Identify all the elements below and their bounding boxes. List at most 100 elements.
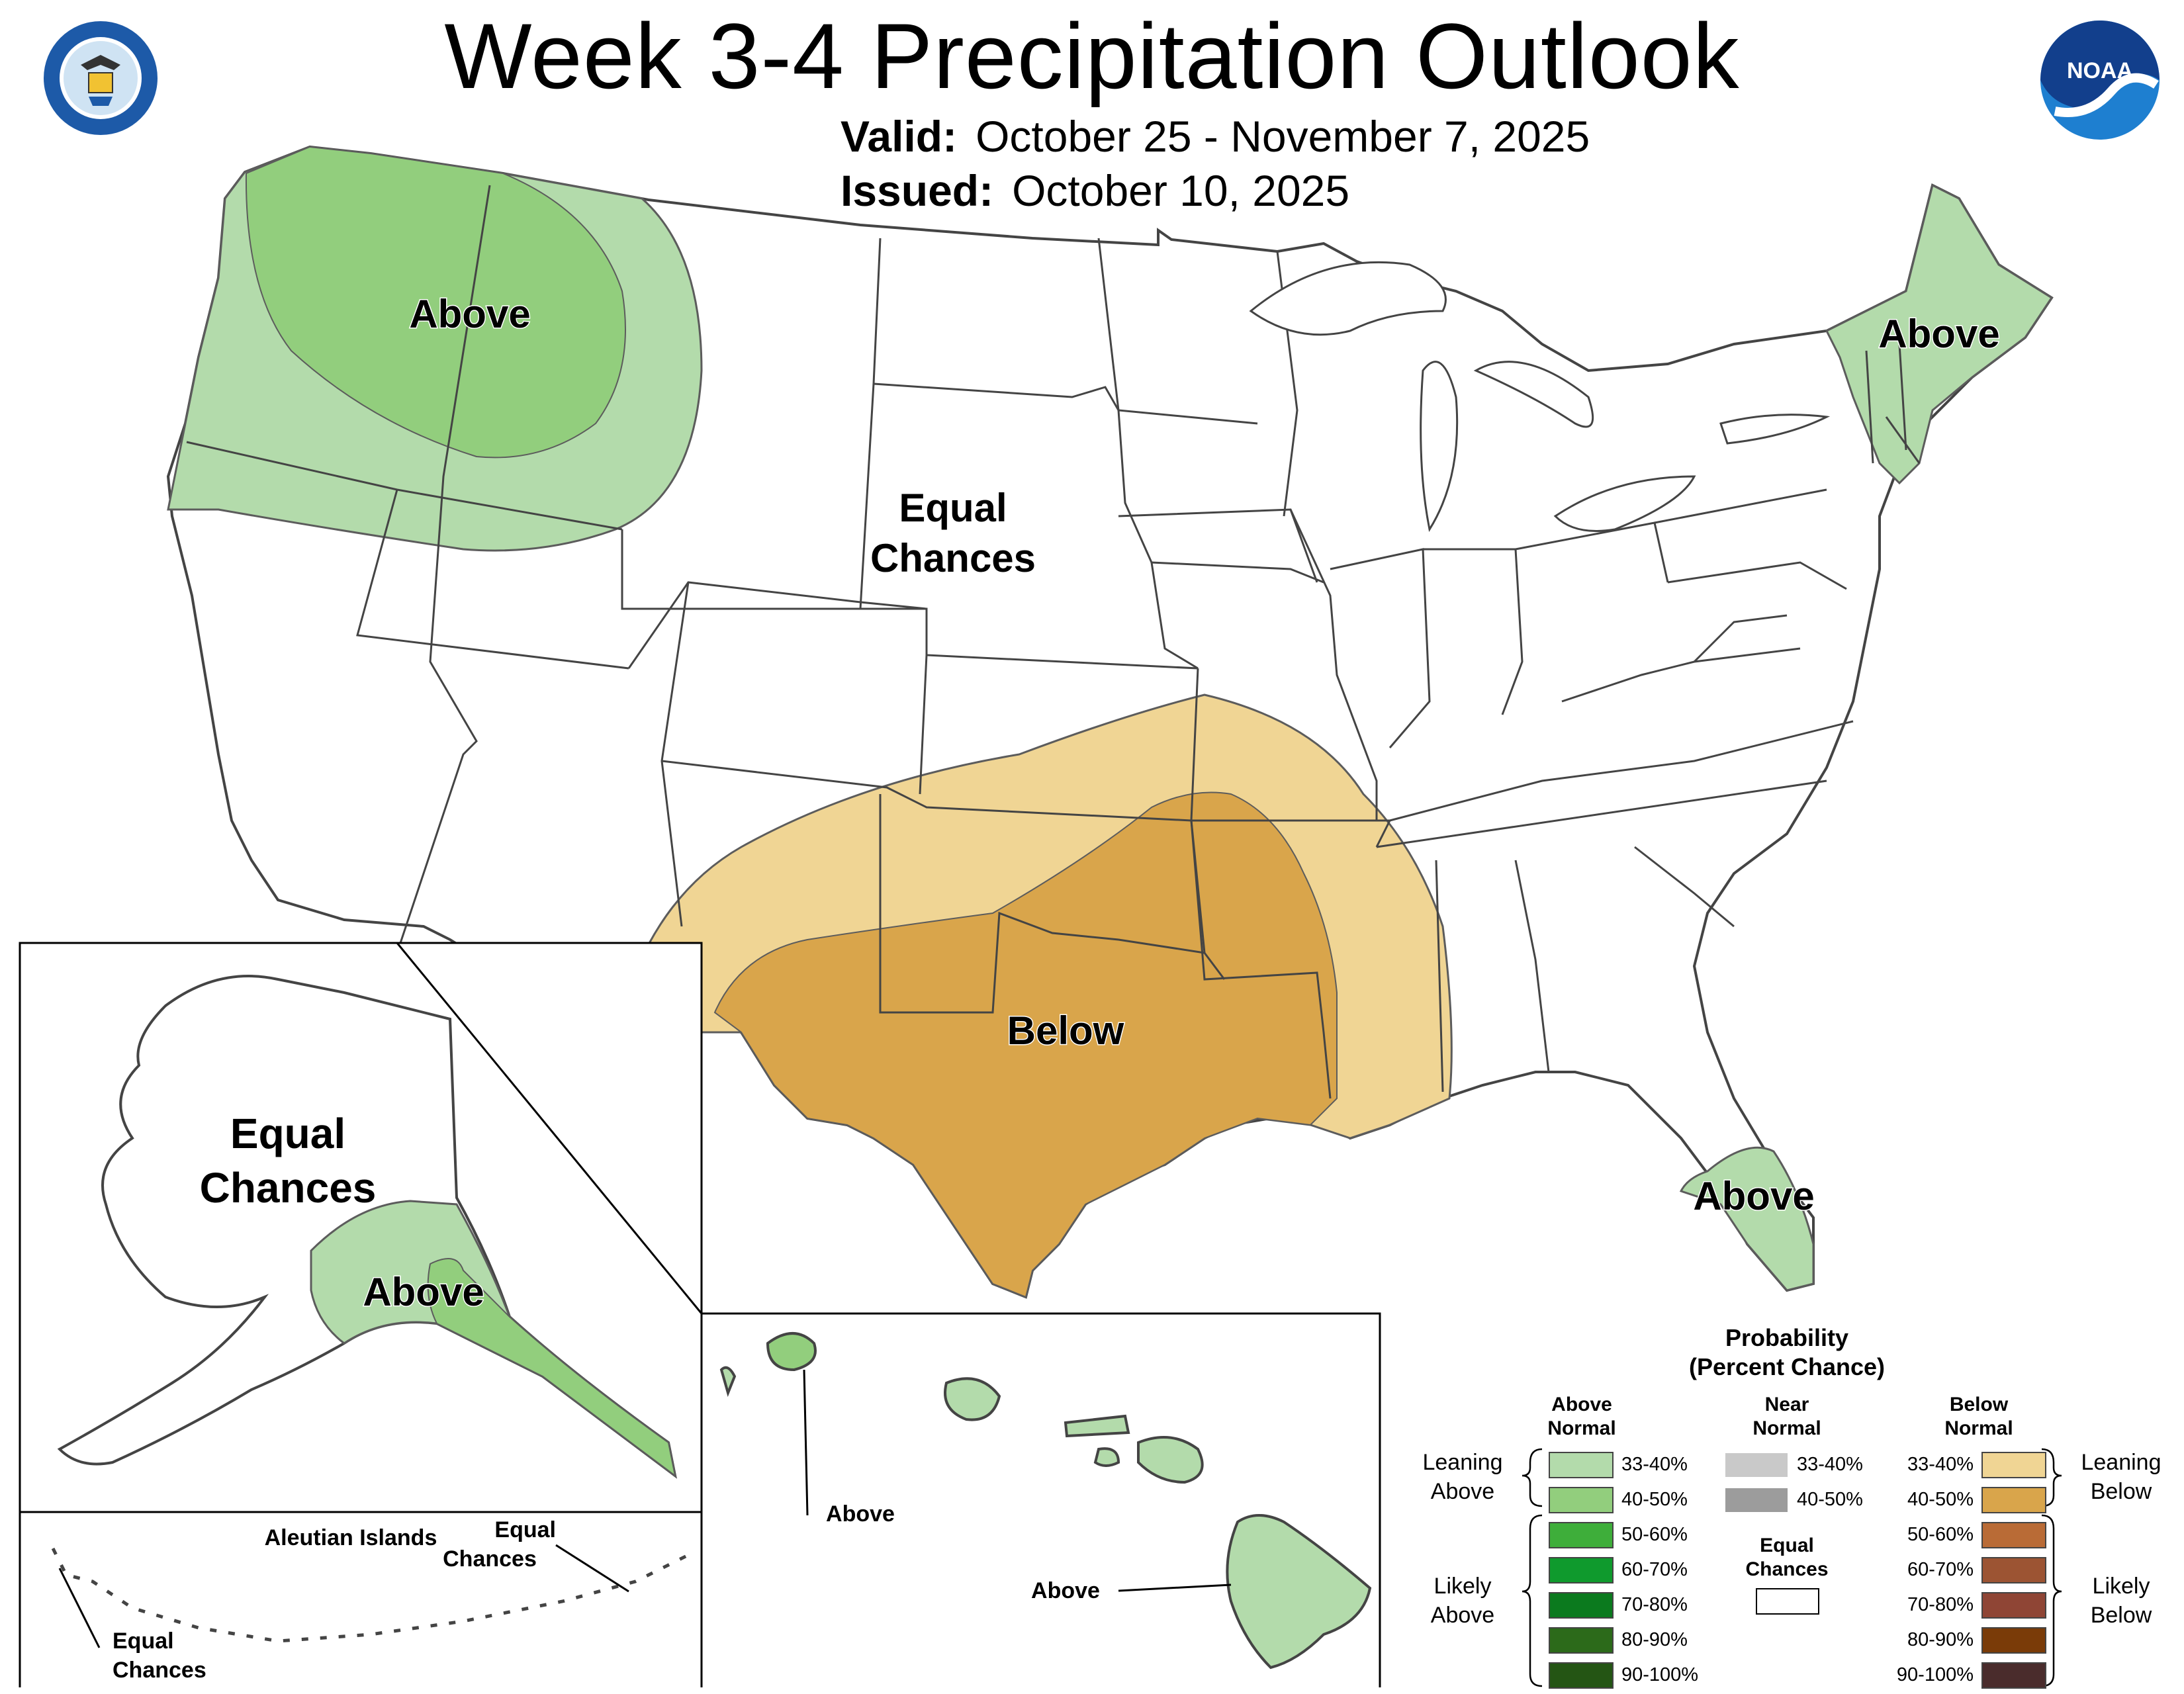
great-lakes	[1249, 261, 1831, 533]
legend-below-label: 60-70%	[1907, 1559, 1974, 1580]
label-aleutian-title: Aleutian Islands	[264, 1525, 437, 1550]
legend-near-list: 33-40% 40-50%	[1724, 1447, 1863, 1517]
valid-line: Valid: October 25 - November 7, 2025	[841, 111, 1590, 161]
label-aleutian-east-line1: Equal	[494, 1517, 556, 1542]
niihau-island	[719, 1366, 737, 1398]
legend-leaning-below-line1: Leaning	[2081, 1450, 2161, 1475]
legend-below-header-line2: Normal	[1944, 1417, 2013, 1439]
legend-below-row: 80-90%	[1894, 1623, 2046, 1658]
legend-swatch	[1981, 1451, 2046, 1478]
kauai-island	[766, 1332, 817, 1372]
legend-above-row: 70-80%	[1549, 1587, 1698, 1623]
label-nw-above: Above	[408, 291, 531, 337]
legend-above-label: 90-100%	[1621, 1664, 1699, 1685]
legend-swatch	[1981, 1486, 2046, 1513]
legend-above-label: 50-60%	[1621, 1524, 1688, 1545]
issued-value: October 10, 2025	[1012, 166, 1350, 215]
legend-near-header: Near Normal	[1734, 1393, 1840, 1441]
south-below-40-50-area	[713, 791, 1338, 1298]
legend-leaning-above-line2: Above	[1430, 1479, 1495, 1504]
fl-leaning-above-area	[1679, 1146, 1815, 1292]
label-aleutian-west-line2: Chances	[113, 1658, 206, 1683]
legend-swatch	[1981, 1627, 2046, 1654]
legend-near-header-line2: Normal	[1752, 1417, 1821, 1439]
legend-swatch	[1981, 1521, 2046, 1548]
legend-swatch	[1549, 1662, 1614, 1689]
legend-above-row: 80-90%	[1549, 1623, 1698, 1658]
legend-above-label: 70-80%	[1621, 1594, 1688, 1615]
label-ak-equal-line2: Chances	[199, 1164, 377, 1212]
legend-equal-swatch	[1756, 1588, 1819, 1615]
label-ak-equal: Equal Chances	[179, 1106, 397, 1215]
legend-below-row: 70-80%	[1894, 1587, 2046, 1623]
page-title: Week 3-4 Precipitation Outlook	[444, 4, 1740, 108]
legend-below-label: 50-60%	[1907, 1524, 1974, 1545]
issued-label: Issued:	[841, 166, 994, 215]
legend-swatch	[1549, 1591, 1614, 1619]
legend-below-label: 90-100%	[1896, 1664, 1974, 1685]
label-central-equal-line2: Chances	[869, 535, 1036, 582]
legend-near-row: 33-40%	[1724, 1447, 1863, 1482]
legend-equal-chances-line2: Chances	[1745, 1558, 1829, 1580]
legend-swatch	[1724, 1451, 1789, 1478]
legend-below-row: 33-40%	[1894, 1447, 2046, 1482]
legend-above-row: 90-100%	[1549, 1658, 1698, 1693]
legend-above-header: Above Normal	[1529, 1393, 1635, 1441]
legend-near-label: 40-50%	[1797, 1489, 1863, 1510]
legend-swatch	[1981, 1662, 2046, 1689]
noaa-logo-text: NOAA	[2067, 58, 2133, 83]
molokai-island	[1064, 1414, 1130, 1438]
issued-line: Issued: October 10, 2025	[841, 165, 1349, 216]
legend-right-braces	[2041, 1448, 2062, 1687]
legend-below-header-line1: Below	[1949, 1394, 2009, 1415]
legend-below-row: 60-70%	[1894, 1552, 2046, 1587]
hawaii-big-island	[1226, 1514, 1372, 1670]
legend-likely-above: Likely Above	[1410, 1572, 1516, 1630]
legend-leaning-above-line1: Leaning	[1422, 1450, 1503, 1475]
label-ak-above: Above	[362, 1269, 485, 1315]
valid-label: Valid:	[841, 112, 958, 161]
legend-swatch	[1549, 1627, 1614, 1654]
legend-above-row: 33-40%	[1549, 1447, 1698, 1482]
legend-above-list: 33-40% 40-50% 50-60% 60-70% 70-80% 80-90…	[1549, 1447, 1698, 1693]
legend-leaning-above: Leaning Above	[1410, 1448, 1516, 1506]
legend-near-label: 33-40%	[1797, 1454, 1863, 1475]
legend-above-row: 40-50%	[1549, 1482, 1698, 1517]
legend-likely-above-line1: Likely	[1433, 1574, 1492, 1599]
alaska-above-40-50-area	[427, 1258, 676, 1478]
legend-swatch	[1981, 1591, 2046, 1619]
legend-below-label: 33-40%	[1907, 1454, 1974, 1475]
legend-below-label: 70-80%	[1907, 1594, 1974, 1615]
legend-swatch	[1549, 1556, 1614, 1583]
legend-left-braces	[1522, 1448, 1543, 1687]
label-ak-equal-line1: Equal	[230, 1110, 346, 1157]
legend-swatch	[1549, 1486, 1614, 1513]
legend-likely-below-line1: Likely	[2092, 1574, 2150, 1599]
legend-below-label: 80-90%	[1907, 1629, 1974, 1650]
alaska-inset	[19, 942, 703, 1687]
label-aleutian-west-line1: Equal	[113, 1628, 174, 1654]
legend-below-list: 33-40% 40-50% 50-60% 60-70% 70-80% 80-90…	[1894, 1447, 2046, 1693]
label-aleutian-east-line2: Chances	[443, 1546, 537, 1572]
legend-equal-chances-line1: Equal	[1760, 1535, 1814, 1556]
label-aleutian-east: Equal Chances	[424, 1515, 556, 1574]
label-south-below: Below	[1006, 1008, 1125, 1054]
legend-above-label: 60-70%	[1621, 1559, 1688, 1580]
valid-value: October 25 - November 7, 2025	[976, 112, 1590, 161]
legend-likely-below: Likely Below	[2068, 1572, 2174, 1630]
legend-swatch	[1549, 1451, 1614, 1478]
label-central-equal: Equal Chances	[854, 483, 1052, 584]
label-hi-kauai-above: Above	[826, 1501, 895, 1527]
legend-below-row: 40-50%	[1894, 1482, 2046, 1517]
legend-title: Probability (Percent Chance)	[1635, 1323, 1939, 1382]
legend-near-header-line1: Near	[1764, 1394, 1809, 1415]
noaa-logo-icon: NOAA	[2040, 21, 2160, 140]
lanai-island	[1093, 1447, 1120, 1467]
hawaii-inset	[700, 1312, 1381, 1687]
legend-above-label: 80-90%	[1621, 1629, 1688, 1650]
ne-leaning-above-area	[1825, 183, 2054, 485]
label-fl-above: Above	[1692, 1173, 1815, 1220]
legend-leaning-below-line2: Below	[2090, 1479, 2152, 1504]
nw-above-40-50-area	[245, 146, 626, 459]
